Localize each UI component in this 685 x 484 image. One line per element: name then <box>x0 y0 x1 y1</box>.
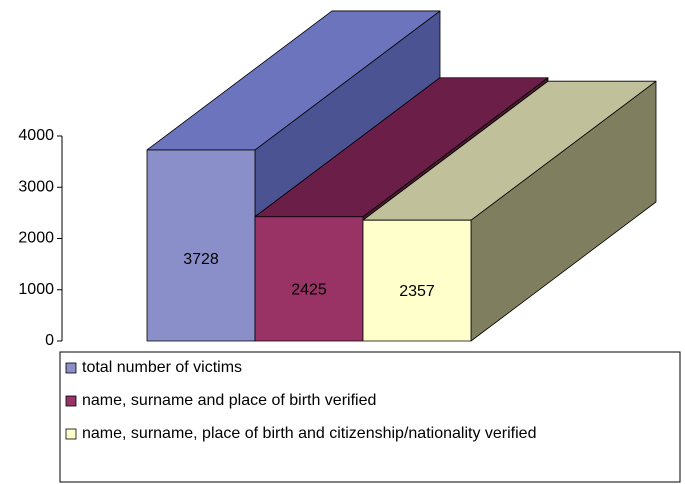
y-tick-label: 3000 <box>18 178 54 195</box>
y-tick-label: 1000 <box>18 281 54 298</box>
legend-box <box>59 351 681 483</box>
y-tick-label: 4000 <box>18 127 54 144</box>
value-label: 3728 <box>183 251 219 268</box>
bar <box>146 149 256 342</box>
y-tick-label: 0 <box>45 332 54 349</box>
legend-label: total number of victims <box>82 359 242 376</box>
legend-swatch <box>65 362 77 374</box>
y-tick-label: 2000 <box>18 230 54 247</box>
legend-swatch <box>65 428 77 440</box>
value-label: 2425 <box>291 281 327 298</box>
value-label: 2357 <box>399 283 435 300</box>
legend-label: name, surname and place of birth verifie… <box>82 392 376 409</box>
bar <box>254 216 364 342</box>
legend-swatch <box>65 395 77 407</box>
bar <box>362 219 472 342</box>
legend-label: name, surname, place of birth and citize… <box>82 425 536 442</box>
